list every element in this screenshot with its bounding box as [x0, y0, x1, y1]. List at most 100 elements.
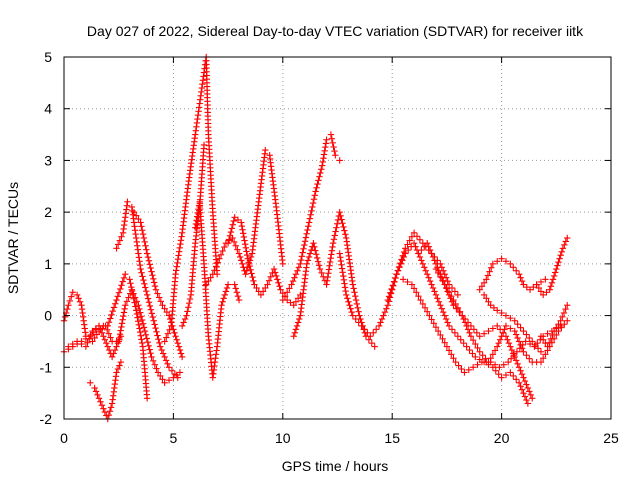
interpolated-point — [474, 361, 481, 368]
data-point — [454, 291, 462, 299]
data-point — [410, 239, 418, 247]
interpolated-point — [101, 336, 109, 343]
series-trace-10 — [192, 198, 243, 381]
interpolated-point — [361, 326, 368, 333]
x-tick-label: 20 — [494, 430, 510, 446]
interpolated-point — [174, 339, 181, 347]
data-point — [115, 338, 122, 345]
interpolated-point — [140, 234, 148, 242]
data-point — [454, 333, 462, 340]
data-point — [262, 146, 269, 154]
interpolated-point — [337, 212, 344, 220]
interpolated-point — [295, 264, 303, 271]
interpolated-point — [387, 289, 394, 296]
interpolated-point — [558, 248, 565, 255]
interpolated-point — [225, 236, 233, 243]
interpolated-point — [392, 274, 399, 282]
interpolated-point — [348, 308, 355, 316]
interpolated-point — [147, 350, 154, 357]
interpolated-point — [413, 289, 420, 296]
data-point — [332, 152, 339, 159]
interpolated-point — [120, 274, 128, 282]
interpolated-point — [232, 242, 239, 249]
data-point — [537, 358, 545, 366]
interpolated-point — [526, 355, 533, 362]
interpolated-point — [341, 284, 349, 291]
data-point — [393, 271, 400, 278]
interpolated-point — [311, 243, 318, 251]
interpolated-point — [342, 287, 349, 295]
interpolated-point — [161, 353, 168, 361]
data-point — [522, 338, 529, 345]
data-point — [472, 353, 479, 361]
interpolated-point — [523, 283, 530, 291]
interpolated-point — [246, 262, 253, 270]
interpolated-point — [267, 273, 274, 280]
interpolated-point — [440, 308, 447, 316]
interpolated-point — [228, 225, 236, 232]
interpolated-point — [97, 398, 104, 405]
interpolated-point — [523, 352, 530, 359]
interpolated-point — [491, 361, 499, 368]
series-trace-19 — [432, 265, 571, 366]
interpolated-point — [148, 268, 155, 275]
interpolated-point — [464, 326, 472, 333]
interpolated-point — [425, 274, 432, 281]
interpolated-point — [145, 299, 153, 306]
interpolated-point — [549, 276, 557, 283]
interpolated-point — [245, 259, 252, 266]
interpolated-point — [247, 266, 254, 273]
y-tick-label: 5 — [44, 49, 52, 65]
interpolated-point — [155, 294, 163, 301]
interpolated-point — [457, 336, 464, 343]
interpolated-point — [144, 295, 152, 302]
interpolated-point — [239, 260, 246, 268]
y-tick-label: 0 — [44, 308, 52, 324]
interpolated-point — [68, 293, 75, 300]
interpolated-point — [498, 333, 505, 340]
series-trace-23 — [537, 302, 571, 350]
x-tick-label: 15 — [384, 430, 400, 446]
interpolated-point — [304, 226, 311, 234]
interpolated-point — [432, 324, 440, 331]
interpolated-point — [291, 329, 299, 337]
interpolated-point — [418, 257, 425, 264]
y-axis-label: SDTVAR / TECUs — [5, 182, 21, 294]
interpolated-point — [421, 264, 428, 271]
data-point — [124, 198, 131, 205]
interpolated-point — [512, 357, 520, 364]
interpolated-point — [144, 338, 151, 346]
interpolated-point — [259, 288, 267, 295]
interpolated-point — [354, 304, 361, 312]
interpolated-point — [222, 288, 230, 295]
interpolated-point — [517, 274, 524, 281]
interpolated-point — [293, 322, 301, 330]
interpolated-point — [435, 298, 443, 305]
interpolated-point — [458, 365, 465, 373]
interpolated-point — [413, 233, 421, 240]
interpolated-point — [337, 254, 344, 261]
data-point — [238, 219, 245, 226]
interpolated-point — [132, 303, 139, 310]
interpolated-point — [105, 411, 113, 419]
interpolated-point — [452, 300, 459, 308]
interpolated-point — [352, 315, 359, 323]
data-point — [235, 296, 243, 304]
interpolated-point — [133, 298, 140, 305]
interpolated-point — [416, 253, 424, 261]
interpolated-point — [294, 319, 302, 326]
interpolated-point — [544, 330, 551, 337]
series-trace-8 — [161, 53, 221, 345]
data-point — [150, 317, 157, 324]
x-axis-label: GPS time / hours — [282, 458, 389, 474]
data-point — [544, 343, 551, 350]
interpolated-point — [142, 331, 150, 338]
interpolated-point — [223, 284, 231, 292]
interpolated-point — [184, 308, 191, 315]
data-point — [426, 312, 433, 319]
data-point — [310, 239, 317, 247]
interpolated-point — [512, 267, 520, 274]
y-tick-label: -1 — [40, 359, 53, 375]
interpolated-point — [296, 315, 303, 323]
interpolated-point — [454, 304, 462, 312]
